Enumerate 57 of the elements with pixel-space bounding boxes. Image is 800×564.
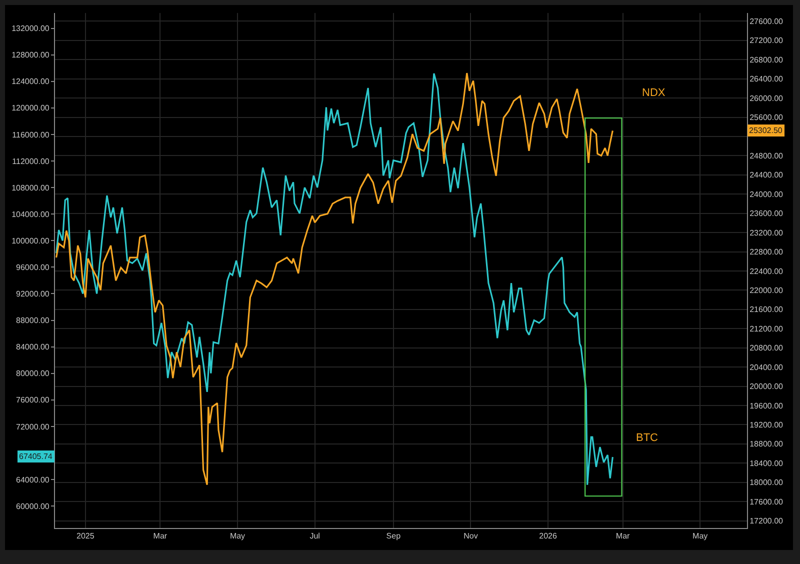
y2-tick-label: 21600.00 bbox=[750, 305, 784, 314]
y2-tick-label: 18800.00 bbox=[750, 440, 784, 449]
y-tick-label: 116000.00 bbox=[12, 130, 50, 140]
x-tick-label: Mar bbox=[616, 532, 630, 541]
y-tick-label: 132000.00 bbox=[12, 24, 50, 34]
x-tick-label: May bbox=[230, 532, 246, 541]
y2-tick-label: 27200.00 bbox=[750, 36, 784, 46]
y-tick-label: 112000.00 bbox=[12, 156, 50, 166]
y2-tick-label: 26000.00 bbox=[750, 94, 784, 103]
y2-tick-label: 26400.00 bbox=[750, 74, 784, 84]
y-tick-label: 120000.00 bbox=[12, 104, 50, 113]
text: 67405.74 bbox=[19, 452, 53, 461]
y2-tick-label: 20800.00 bbox=[750, 344, 784, 353]
y2-tick-label: 23200.00 bbox=[750, 228, 784, 238]
y-tick-label: 76000.00 bbox=[16, 396, 50, 405]
y2-tick-label: 17600.00 bbox=[750, 497, 784, 506]
y2-tick-label: 22400.00 bbox=[750, 266, 784, 276]
y2-tick-label: 24000.00 bbox=[750, 190, 784, 199]
y2-tick-label: 18000.00 bbox=[750, 478, 784, 488]
text: 25302.50 bbox=[749, 126, 783, 135]
y2-tick-label: 23600.00 bbox=[750, 209, 784, 218]
y-tick-label: 96000.00 bbox=[16, 262, 50, 272]
y2-tick-label: 19600.00 bbox=[750, 401, 784, 410]
y-tick-label: 128000.00 bbox=[12, 50, 50, 60]
y-tick-label: 104000.00 bbox=[12, 210, 50, 219]
x-tick-label: May bbox=[692, 532, 708, 541]
y-tick-label: 80000.00 bbox=[16, 369, 50, 378]
y2-tick-label: 22000.00 bbox=[750, 286, 784, 295]
annotation: BTC bbox=[636, 432, 658, 444]
y2-tick-label: 22800.00 bbox=[750, 248, 784, 257]
y-tick-label: 88000.00 bbox=[16, 316, 50, 326]
y2-tick-label: 20400.00 bbox=[750, 362, 784, 372]
x-tick-label: Mar bbox=[153, 532, 168, 541]
y2-tick-label: 24800.00 bbox=[750, 151, 784, 160]
y2-tick-label: 19200.00 bbox=[750, 420, 784, 430]
y-tick-label: 92000.00 bbox=[16, 290, 50, 299]
x-tick-label: Jul bbox=[310, 532, 320, 541]
y-tick-label: 72000.00 bbox=[16, 422, 50, 432]
y2-tick-label: 17200.00 bbox=[750, 516, 784, 526]
y2-tick-label: 27600.00 bbox=[750, 16, 784, 26]
y-tick-label: 108000.00 bbox=[12, 183, 50, 192]
y2-tick-label: 24400.00 bbox=[750, 170, 784, 180]
x-tick-label: Nov bbox=[464, 532, 478, 541]
x-tick-label: 2025 bbox=[76, 532, 95, 541]
x-tick-label: 2026 bbox=[539, 532, 558, 541]
y-tick-label: 64000.00 bbox=[16, 475, 50, 484]
y2-tick-label: 18400.00 bbox=[750, 458, 784, 468]
x-tick-label: Sep bbox=[386, 532, 402, 541]
y2-tick-label: 25600.00 bbox=[750, 113, 784, 122]
y-tick-label: 124000.00 bbox=[12, 77, 50, 86]
y-tick-label: 60000.00 bbox=[16, 502, 50, 511]
annotation: NDX bbox=[642, 87, 666, 99]
y2-tick-label: 20000.00 bbox=[750, 382, 784, 392]
y2-tick-label: 21200.00 bbox=[750, 324, 784, 334]
y2-tick-label: 26800.00 bbox=[750, 55, 784, 64]
y-tick-label: 100000.00 bbox=[12, 236, 50, 246]
y-tick-label: 84000.00 bbox=[16, 342, 50, 352]
